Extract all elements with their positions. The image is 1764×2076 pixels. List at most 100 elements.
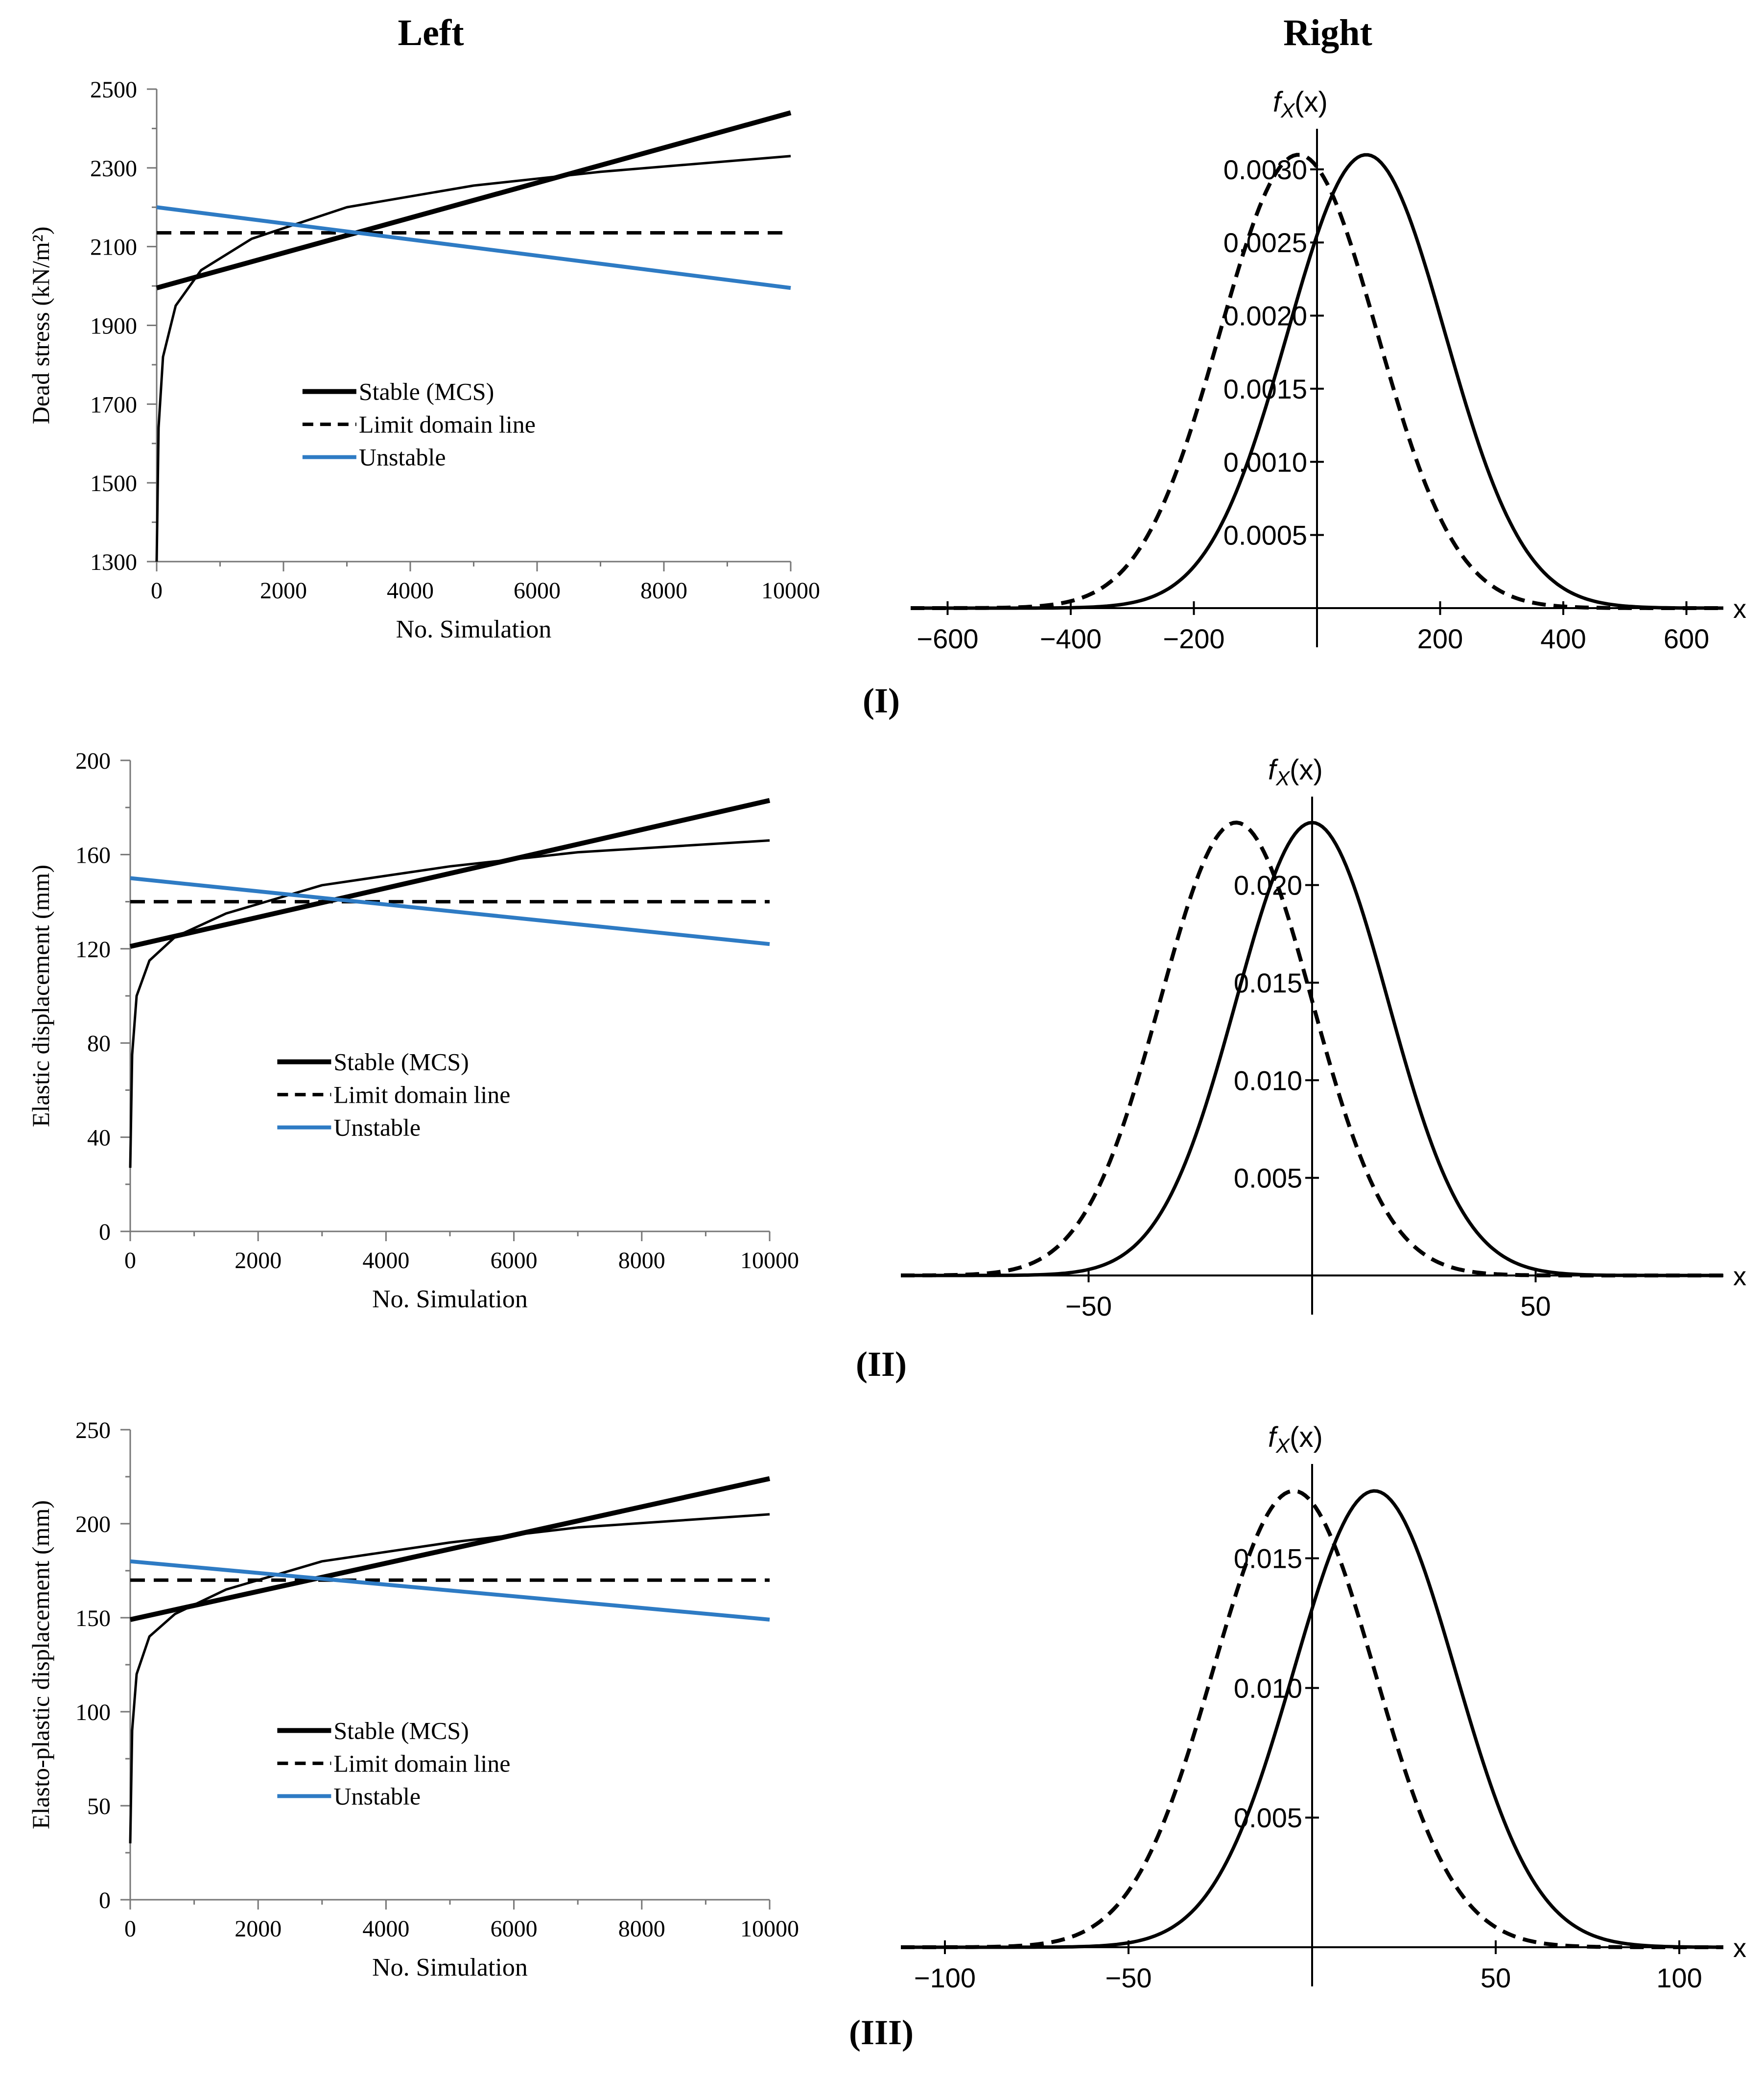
y-tick-label: 2500 <box>90 77 137 103</box>
y-tick-label: 200 <box>75 1511 111 1537</box>
x-tick-label: 0 <box>151 578 163 604</box>
legend-label: Unstable <box>333 1114 421 1141</box>
right-chart-1: x fX(x) −600 −400 −200 200 400 600 0.0005 0.0010 0… <box>911 86 1746 654</box>
x-tick-label: 10000 <box>740 1916 799 1942</box>
legend-label: Stable (MCS) <box>333 1717 469 1744</box>
panel-label-I: (I) <box>863 681 900 720</box>
y-axis-title: Elastic displacement (mm) <box>27 865 54 1127</box>
density-dashed-curve <box>901 1489 1723 1949</box>
series-line-stable-mcs- <box>129 1476 771 1622</box>
x-tick-label: 600 <box>1664 623 1709 654</box>
x-tick-label: 6000 <box>491 1248 538 1274</box>
y-tick-label: 1700 <box>90 392 137 418</box>
x-tick-label: −50 <box>1065 1291 1112 1321</box>
x-tick-label: 0 <box>124 1248 136 1274</box>
y-tick-label: 80 <box>87 1031 111 1057</box>
density-dashed-curve <box>901 821 1723 1277</box>
y-tick-label: 1900 <box>90 313 137 339</box>
y-tick-label: 0.0025 <box>1223 227 1307 258</box>
x-tick-label: 4000 <box>387 578 434 604</box>
series-line-unstable <box>130 876 770 946</box>
header-left: Left <box>398 12 464 53</box>
legend-label: Unstable <box>359 444 446 471</box>
series-line-stable-mcs- <box>156 110 792 290</box>
y-tick-label: 160 <box>75 842 111 868</box>
x-tick-label: 100 <box>1656 1962 1702 1993</box>
series-line-stable-mcs-curve <box>155 155 791 562</box>
y-tick-label: 0 <box>99 1219 111 1245</box>
panel-label-II: (II) <box>856 1345 907 1384</box>
x-tick-label: 4000 <box>362 1916 409 1942</box>
series-line-stable-mcs-curve <box>129 1513 770 1843</box>
density-solid-curve <box>901 1489 1723 1949</box>
x-tick-label: −600 <box>917 623 978 654</box>
x-tick-label: 10000 <box>761 578 820 604</box>
y-tick-label: 0.0030 <box>1223 154 1307 185</box>
y-tick-label: 50 <box>87 1793 111 1819</box>
density-solid-curve <box>911 153 1723 610</box>
y-tick-label: 1500 <box>90 471 137 496</box>
x-tick-label: 50 <box>1481 1962 1511 1993</box>
x-axis-title: x <box>1733 1934 1746 1963</box>
x-tick-label: 4000 <box>362 1248 409 1274</box>
x-tick-label: −50 <box>1105 1962 1152 1993</box>
y-axis-title: fX(x) <box>1268 1421 1323 1457</box>
left-chart-3: 0 50 100 150 200 250 0 2000 4000 6000 8000 10000 No.… <box>27 1417 799 1982</box>
y-axis-title: fX(x) <box>1268 754 1323 790</box>
y-tick-label: 200 <box>75 748 111 774</box>
x-axis-title: x <box>1733 1262 1746 1291</box>
y-axis-title: fX(x) <box>1273 86 1328 122</box>
y-axis-title: Dead stress (kN/m²) <box>27 227 54 425</box>
x-tick-label: 50 <box>1520 1291 1551 1321</box>
y-tick-label: 0.0010 <box>1223 447 1307 477</box>
legend-label: Limit domain line <box>333 1749 510 1777</box>
y-tick-label: 250 <box>75 1417 111 1443</box>
series-line-unstable <box>156 205 791 290</box>
y-tick-label: 150 <box>75 1605 111 1631</box>
x-axis-title: No. Simulation <box>372 1285 528 1313</box>
x-tick-label: 8000 <box>618 1916 665 1942</box>
legend-label: Limit domain line <box>359 411 536 438</box>
y-tick-label: 2300 <box>90 156 137 182</box>
legend-label: Stable (MCS) <box>333 1048 469 1076</box>
series-line-stable-mcs-curve <box>129 839 770 1168</box>
y-tick-label: 0 <box>99 1887 111 1913</box>
panel-label-III: (III) <box>849 2013 914 2052</box>
x-tick-label: 8000 <box>618 1248 665 1274</box>
x-tick-label: 400 <box>1540 623 1586 654</box>
x-tick-label: 6000 <box>514 578 561 604</box>
y-tick-label: 0.0005 <box>1223 520 1307 551</box>
x-tick-label: −100 <box>914 1962 976 1993</box>
x-tick-label: 2000 <box>235 1248 282 1274</box>
x-axis-title: No. Simulation <box>396 615 552 643</box>
x-tick-label: 0 <box>124 1916 136 1942</box>
left-chart-1: 1300 1500 1700 1900 2100 2300 2500 0 2000 4000 600… <box>27 77 820 643</box>
legend-label: Stable (MCS) <box>359 378 494 405</box>
x-tick-label: 2000 <box>235 1916 282 1942</box>
y-tick-label: 0.010 <box>1234 1065 1302 1096</box>
y-tick-label: 0.005 <box>1234 1802 1302 1833</box>
density-dashed-curve <box>911 153 1723 610</box>
x-tick-label: 8000 <box>640 578 687 604</box>
y-axis-title: Elasto-plastic displacement (mm) <box>27 1500 54 1829</box>
x-tick-label: 200 <box>1417 623 1463 654</box>
x-tick-label: −200 <box>1163 623 1224 654</box>
y-tick-label: 120 <box>75 937 111 963</box>
x-tick-label: 6000 <box>491 1916 538 1942</box>
x-axis-title: No. Simulation <box>372 1954 528 1982</box>
legend-label: Limit domain line <box>333 1081 510 1109</box>
header-right: Right <box>1283 12 1372 53</box>
legend-label: Unstable <box>333 1782 421 1810</box>
x-tick-label: 10000 <box>740 1248 799 1274</box>
series-line-stable-mcs- <box>129 798 771 949</box>
y-tick-label: 0.0015 <box>1223 374 1307 404</box>
y-tick-label: 2100 <box>90 235 137 260</box>
series-line-unstable <box>130 1559 770 1622</box>
x-axis-title: x <box>1733 594 1746 624</box>
y-tick-label: 1300 <box>90 549 137 575</box>
